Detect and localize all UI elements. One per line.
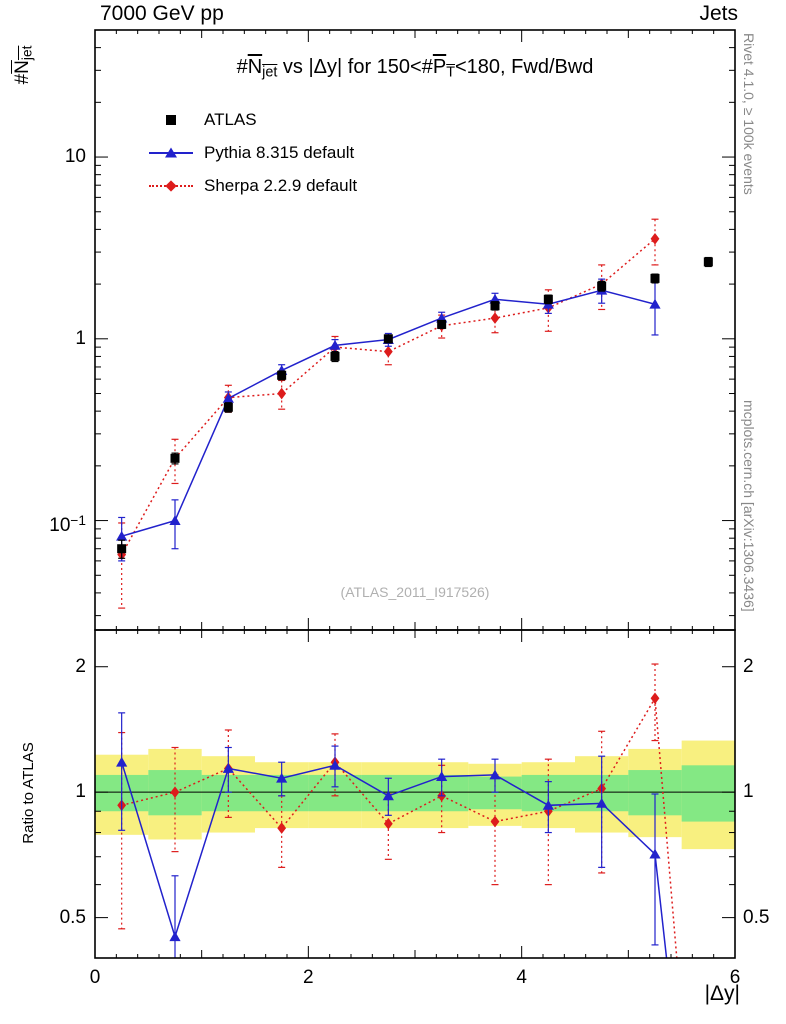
data-point (490, 301, 500, 311)
sherpa-diamond-marker-icon (165, 179, 177, 192)
legend-label-sherpa: Sherpa 2.2.9 default (204, 175, 358, 195)
legend-marker-sherpa (148, 176, 194, 196)
text-segment: N (12, 60, 33, 74)
pythia-8-315-default-ratio-series (116, 712, 668, 958)
beam-energy-label: 7000 GeV pp (100, 2, 224, 25)
pythia-8-315-default-line (121, 289, 656, 537)
data-point (649, 298, 661, 309)
legend-item-sherpa: Sherpa 2.2.9 default (148, 169, 357, 202)
data-point (169, 515, 181, 525)
green-band (681, 765, 735, 822)
data-point (330, 351, 340, 361)
data-point (596, 797, 608, 808)
text-segment: P (432, 56, 447, 78)
x-tick-label: 0 (89, 967, 101, 988)
legend-item-pythia: Pythia 8.315 default (148, 136, 357, 169)
atlas-series (117, 256, 713, 559)
ratio-tick-label-left: 1 (75, 781, 86, 803)
sherpa-2-2-9-default-ratio-line (121, 695, 678, 958)
data-point (170, 453, 180, 463)
data-point (436, 771, 448, 781)
data-point (277, 387, 287, 400)
data-point (383, 345, 393, 358)
ratio-y-axis-label: Ratio to ATLAS (20, 742, 37, 844)
text-segment: N (247, 56, 263, 78)
data-point (222, 763, 234, 773)
y-axis-label: #Njet (12, 5, 36, 125)
legend-marker-atlas (148, 110, 194, 130)
data-point (222, 393, 234, 403)
data-point (382, 790, 394, 801)
rivet-version-label: Rivet 4.1.0, ≥ 100k events (741, 33, 757, 195)
y-tick-label: 1 (75, 327, 86, 349)
sherpa-2-2-9-default-line (121, 238, 656, 555)
analysis-id-watermark: (ATLAS_2011_I917526) (340, 584, 490, 600)
legend-label-pythia: Pythia 8.315 default (204, 142, 355, 162)
ratio-tick-label-left: 2 (75, 655, 86, 677)
data-point (650, 273, 660, 283)
data-point (329, 759, 341, 770)
ratio-uncertainty-bands (95, 740, 735, 850)
data-point (543, 294, 553, 304)
sherpa-2-2-9-default-series (117, 218, 660, 609)
ratio-tick-label-right: 0.5 (743, 906, 770, 928)
legend-label-atlas: ATLAS (204, 109, 257, 129)
data-point (223, 402, 233, 412)
x-tick-label: 6 (729, 967, 741, 988)
text-segment: jet (19, 45, 35, 61)
data-point (650, 232, 660, 245)
data-point (490, 312, 500, 324)
data-point (170, 786, 180, 798)
data-point (116, 756, 128, 767)
data-point (383, 817, 393, 830)
analysis-group-label: Jets (699, 2, 738, 25)
plot-title: #Njet vs |Δy| for 150<#PT<180, Fwd/Bwd (95, 56, 735, 81)
data-point (117, 544, 127, 554)
text-segment: T (446, 64, 455, 81)
mcplots-url-label: mcplots.cern.ch [arXiv:1306.3436] (741, 400, 757, 612)
x-axis-label: |Δy| (704, 982, 740, 1005)
pythia-triangle-marker-icon (165, 147, 177, 157)
data-point (542, 799, 554, 810)
data-point (437, 319, 447, 329)
data-point (277, 822, 287, 834)
pythia-8-315-default-series (116, 278, 661, 562)
data-point (383, 334, 393, 344)
text-segment: # (236, 56, 248, 78)
data-point (649, 848, 661, 859)
data-point (169, 931, 181, 942)
data-point (277, 370, 287, 380)
ratio-tick-label-right: 2 (743, 655, 754, 677)
data-point (597, 281, 607, 291)
y-tick-label: 10−1 (49, 512, 86, 536)
ratio-panel-frame (94, 629, 736, 959)
data-point (329, 339, 341, 350)
x-tick-label: 4 (516, 967, 527, 988)
data-point (703, 257, 713, 267)
text-segment: <180, Fwd/Bwd (455, 56, 594, 78)
data-point (650, 692, 660, 705)
data-point (116, 530, 128, 541)
legend-marker-pythia (148, 143, 194, 163)
data-point (489, 769, 501, 780)
legend-item-atlas: ATLAS (148, 103, 357, 136)
legend: ATLAS Pythia 8.315 default Sherpa 2.2.9 … (148, 103, 357, 202)
text-segment: jet (262, 64, 278, 81)
ratio-tick-label-left: 0.5 (59, 906, 86, 928)
text-segment: # (12, 73, 33, 85)
x-tick-label: 2 (303, 967, 314, 988)
sherpa-2-2-9-default-ratio-series (117, 663, 678, 958)
atlas-square-marker-icon (166, 114, 176, 125)
data-point (276, 772, 288, 783)
text-segment: vs |Δy| for 150<# (277, 56, 433, 78)
data-point (490, 815, 500, 828)
pythia-8-315-default-ratio-line (120, 761, 668, 958)
y-tick-label: 10 (64, 146, 86, 168)
ratio-tick-label-right: 1 (743, 781, 754, 803)
